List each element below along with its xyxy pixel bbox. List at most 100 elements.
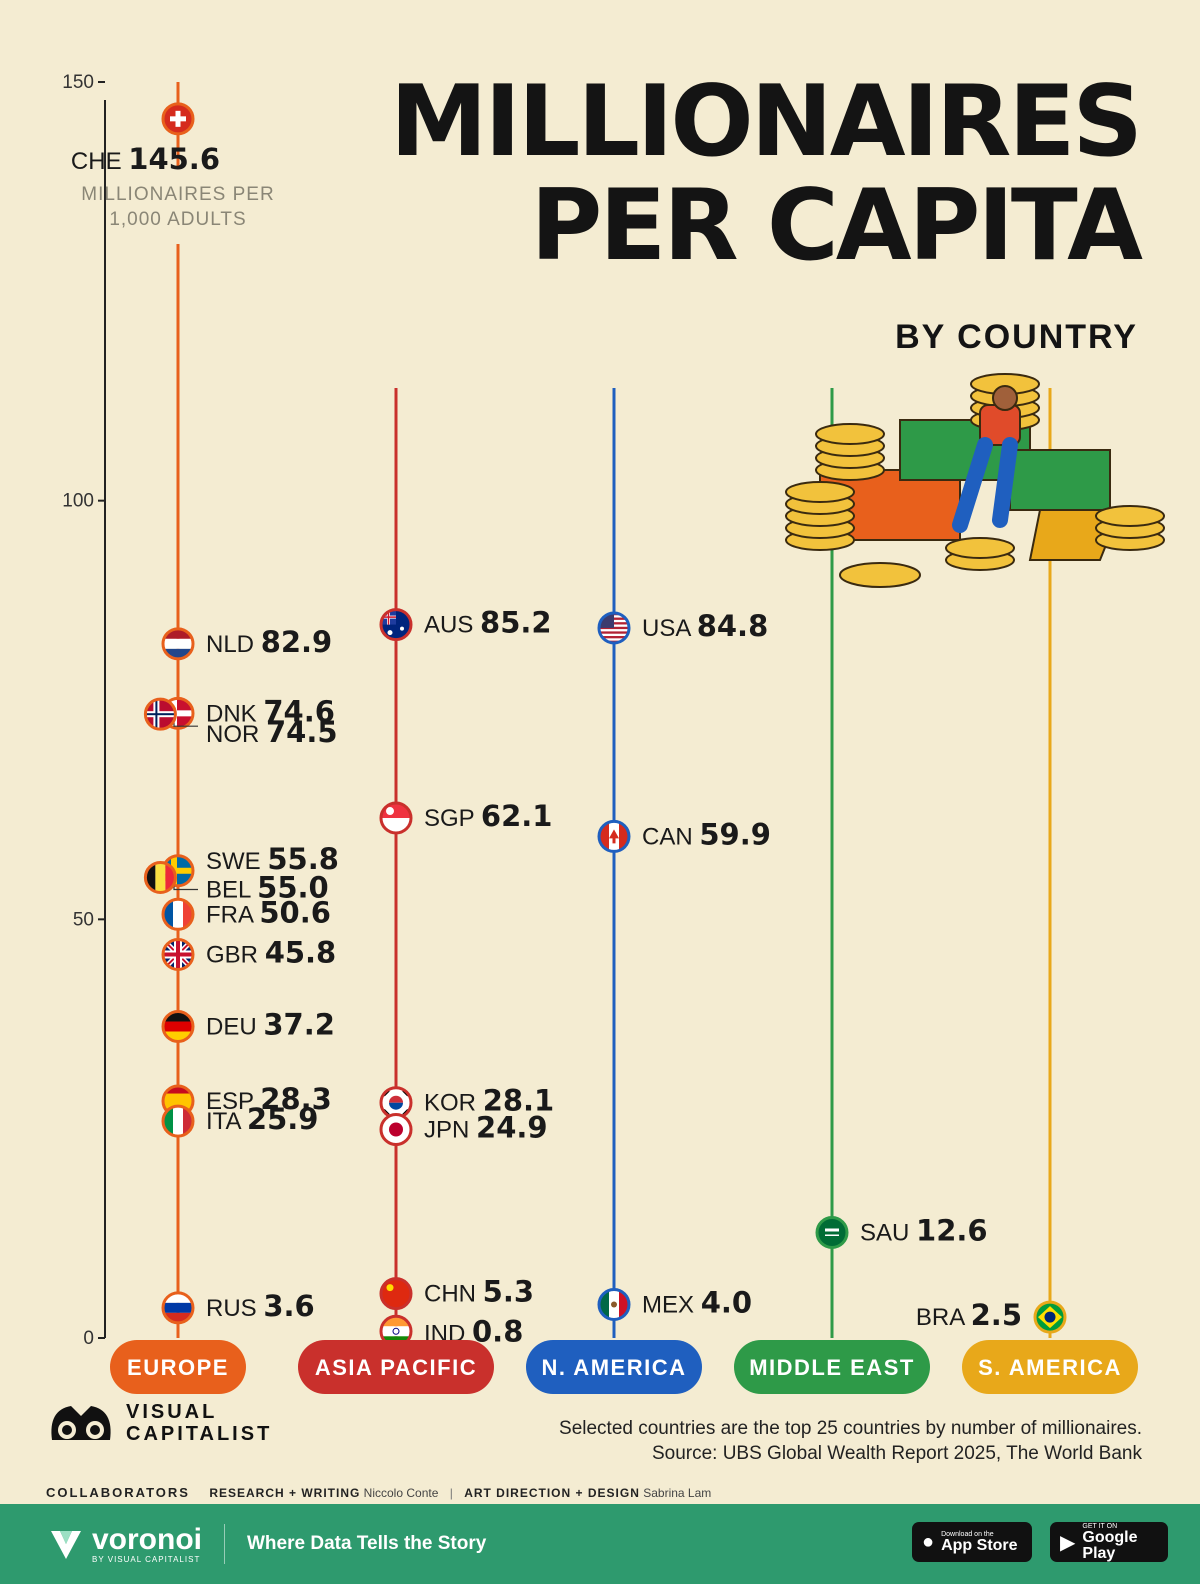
voronoi-name: voronoi [92, 1522, 202, 1556]
flag-part [389, 1102, 403, 1110]
flag-fill [163, 1106, 193, 1137]
flag-part [163, 1021, 193, 1032]
point-code: BEL [206, 876, 257, 903]
flag-fill [163, 628, 193, 659]
logo-line-2: CAPITALIST [126, 1423, 273, 1445]
flag-part [183, 899, 193, 930]
y-tick-label: 0 [83, 1328, 94, 1349]
data-point-usa: USA 84.8 [597, 609, 768, 645]
flag-part [163, 899, 173, 930]
flag-ring [161, 627, 195, 661]
point-code: ITA [206, 1108, 247, 1135]
point-code: DNK [206, 700, 263, 727]
point-value: 28.1 [483, 1084, 555, 1118]
flag-part [381, 803, 411, 819]
data-point-bra: BRA 2.5 [916, 1298, 1067, 1334]
category-pill-bg [298, 1340, 494, 1394]
flag-part [381, 1316, 411, 1327]
flag-part [183, 1106, 193, 1137]
point-value: 3.6 [263, 1289, 314, 1323]
flag-fill [381, 803, 411, 834]
point-label-rus: RUS 3.6 [206, 1289, 315, 1323]
flag-icon-bel [143, 860, 177, 894]
flag-part [163, 1011, 193, 1022]
voronoi-logo[interactable]: voronoi BY VISUAL CAPITALIST [48, 1522, 202, 1564]
app-store-button[interactable]: ● Download on the App Store [912, 1522, 1032, 1562]
data-point-fra: FRA 50.6 [161, 895, 331, 931]
y-tick-label: 50 [73, 909, 94, 930]
flag-ring [597, 1288, 631, 1322]
point-value: 5.3 [483, 1275, 534, 1309]
data-point-jpn: JPN 24.9 [379, 1111, 548, 1147]
flag-ring [597, 611, 631, 645]
point-value: 82.9 [261, 625, 333, 659]
category-pill-europe: EUROPE [110, 1340, 246, 1394]
research-label: RESEARCH + WRITING [209, 1486, 361, 1500]
collaborators-label: COLLABORATORS [46, 1485, 190, 1500]
flag-fill [163, 899, 193, 930]
flag-icon-can [597, 819, 631, 853]
category-pill-s-america: S. AMERICA [962, 1340, 1138, 1394]
flag-part [165, 862, 176, 893]
category-label: S. AMERICA [978, 1355, 1122, 1380]
point-label-ita: ITA 25.9 [206, 1102, 318, 1136]
point-value: 50.6 [259, 895, 331, 929]
money-pile-illustration [785, 373, 1165, 588]
flag-part [599, 821, 609, 852]
flag-part [145, 713, 176, 716]
data-point-ita: ITA 25.9 [161, 1102, 318, 1138]
voronoi-v-icon [51, 1531, 81, 1559]
flag-part [1044, 1311, 1056, 1323]
flag-icon-nor [143, 697, 177, 731]
title-line-2: PER CAPITA [530, 169, 1143, 283]
point-label-nld: NLD 82.9 [206, 625, 332, 659]
person-legs [952, 437, 1018, 533]
footer-divider [224, 1524, 225, 1564]
flag-fill [163, 1011, 193, 1042]
flag-part [825, 1228, 839, 1232]
flag-ring [161, 938, 195, 972]
flag-icon-ita [161, 1104, 195, 1138]
app-store-name: App Store [941, 1536, 1018, 1554]
person-head [992, 385, 1018, 411]
apple-icon: ● [922, 1530, 935, 1553]
point-label-sgp: SGP 62.1 [424, 799, 552, 833]
research-name: Niccolo Conte [363, 1486, 439, 1500]
page-subtitle: BY COUNTRY [895, 318, 1138, 356]
flag-part [392, 1327, 400, 1335]
flag-icon-gbr [161, 938, 195, 972]
point-value: 55.0 [257, 870, 329, 904]
flag-icon-sgp [379, 801, 413, 835]
point-code: CAN [642, 823, 699, 850]
point-value: 62.1 [481, 799, 553, 833]
design-label: ART DIRECTION + DESIGN [464, 1486, 640, 1500]
point-code: GBR [206, 942, 265, 969]
flag-part [163, 1312, 193, 1323]
google-play-button[interactable]: ▶ GET IT ON Google Play [1050, 1522, 1168, 1562]
flag-icon-chn [379, 1277, 413, 1311]
y-tick-label: 100 [62, 491, 94, 512]
point-code: FRA [206, 901, 259, 928]
flag-ring [379, 1113, 413, 1147]
point-code: RUS [206, 1295, 263, 1322]
data-point-chn: CHN 5.3 [379, 1275, 534, 1311]
voronoi-by: BY VISUAL CAPITALIST [92, 1554, 201, 1564]
flag-fill [599, 1289, 629, 1320]
point-code: MEX [642, 1292, 701, 1319]
point-value: 37.2 [263, 1008, 335, 1042]
unit-annotation-line-2: 1,000 ADULTS [109, 209, 246, 230]
category-pill-n-america: N. AMERICA [526, 1340, 702, 1394]
flag-ring [161, 1104, 195, 1138]
page-title: MILLIONAIRES PER CAPITA [390, 70, 1143, 283]
point-code: USA [642, 615, 697, 642]
unit-annotation-line-1: MILLIONAIRES PER [81, 184, 274, 205]
flag-icon-rus [161, 1291, 195, 1325]
data-point-aus: AUS 85.2 [379, 606, 552, 642]
flag-part [163, 648, 193, 659]
point-label-gbr: GBR 45.8 [206, 936, 336, 970]
flag-part [609, 829, 619, 844]
flag-icon-usa [597, 611, 631, 645]
flag-part [386, 807, 394, 816]
point-code: SAU [860, 1219, 916, 1246]
point-code: NOR [206, 721, 266, 748]
